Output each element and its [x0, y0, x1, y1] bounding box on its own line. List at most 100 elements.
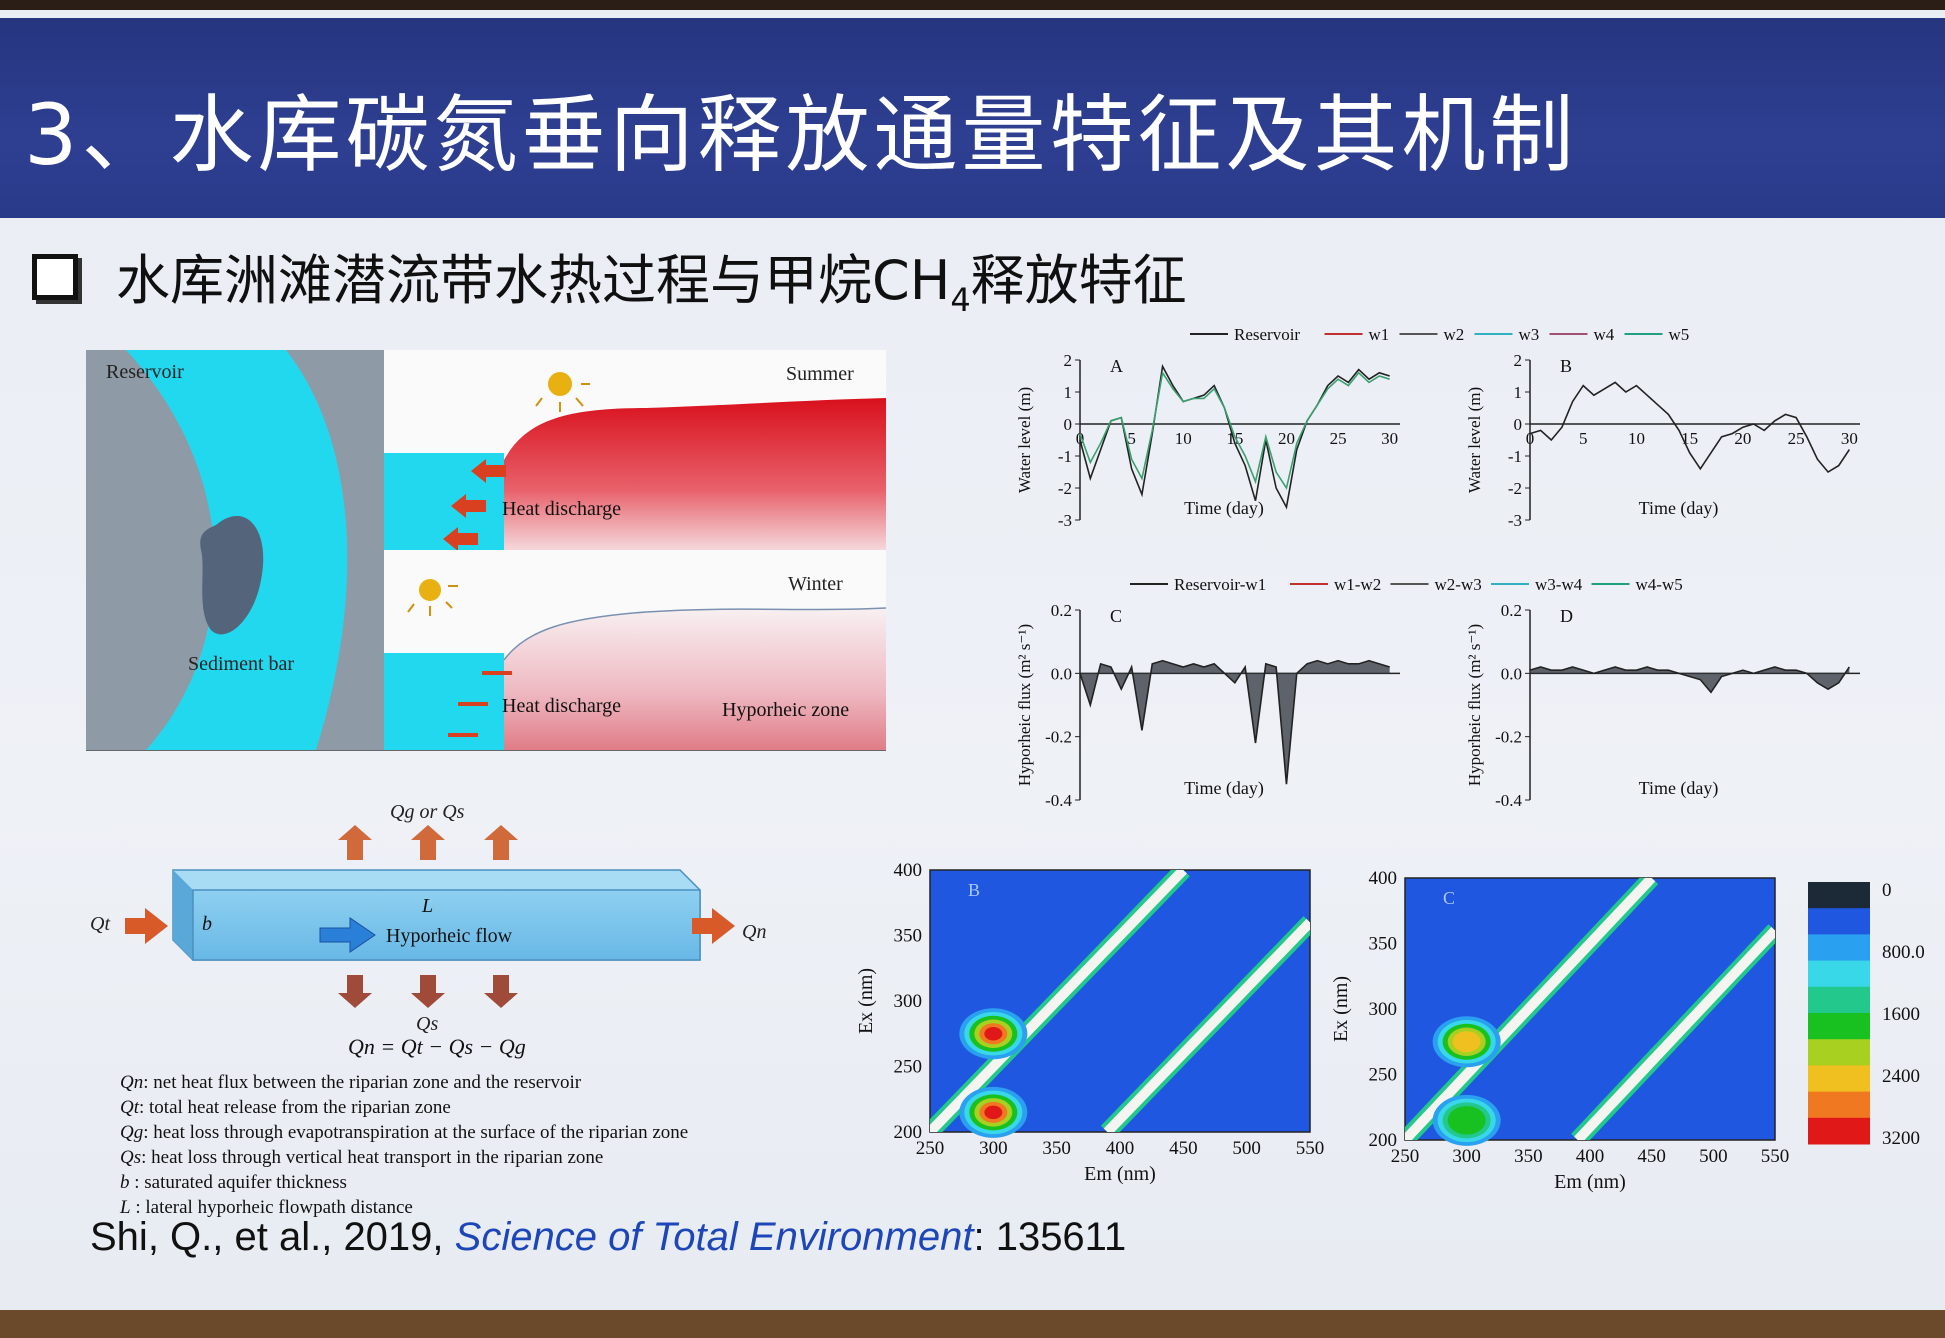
legend-label: w1 [1369, 325, 1390, 344]
slide-title: 3、水库碳氮垂向释放通量特征及其机制 [24, 86, 1578, 184]
legend-row: b : saturated aquifer thickness [120, 1170, 840, 1195]
y-tick-label: -3 [1508, 511, 1522, 530]
winter-sun-icon [419, 579, 441, 601]
x-tick-label: 350 [1514, 1146, 1543, 1167]
x-tick-label: 30 [1381, 429, 1398, 448]
legend-symbol: Qt [120, 1097, 139, 1118]
x-tick-label: 400 [1106, 1138, 1135, 1159]
x-axis-label: Em (nm) [1554, 1171, 1626, 1193]
x-tick-label: 20 [1734, 429, 1751, 448]
y-tick-label: -0.4 [1045, 791, 1072, 810]
y-tick-label: 0.2 [1501, 601, 1522, 620]
peak-contour-0 [984, 1027, 1003, 1041]
x-tick-label: 10 [1175, 429, 1192, 448]
x-tick-label: 20 [1278, 429, 1295, 448]
y-tick-label: 400 [1369, 868, 1398, 889]
x-tick-label: 450 [1637, 1146, 1666, 1167]
legend-label: w5 [1669, 325, 1690, 344]
legend-label: w2 [1444, 325, 1465, 344]
legend-row: Qt: total heat release from the riparian… [120, 1095, 840, 1120]
legend-symbol: L [120, 1197, 131, 1218]
hyporheic-flow-arrow [319, 917, 376, 953]
summer-heat-zone [504, 398, 886, 550]
citation-number: : 135611 [973, 1215, 1127, 1259]
colorbar-tick-label: 0 [1882, 880, 1892, 901]
title-bar: 3、水库碳氮垂向释放通量特征及其机制 [0, 18, 1945, 218]
panel-letter: B [1560, 356, 1572, 376]
y-tick-label: 350 [1369, 934, 1398, 955]
riparian-schematic: Reservoir Sediment bar Summer Heat disch… [86, 350, 886, 751]
qn-arrow [692, 908, 735, 944]
legend-text: : net heat flux between the riparian zon… [143, 1072, 582, 1093]
x-axis-label: Time (day) [1184, 498, 1264, 519]
colorbar-segment [1808, 934, 1870, 962]
screen-bottom-edge [0, 1310, 1945, 1338]
x-tick-label: 450 [1169, 1138, 1198, 1159]
y-tick-label: 0 [1514, 415, 1523, 434]
x-axis-label: Time (day) [1639, 498, 1719, 519]
colorbar-segment [1808, 1065, 1870, 1093]
x-tick-label: 300 [979, 1138, 1008, 1159]
y-tick-label: -0.4 [1495, 791, 1522, 810]
citation-authors: Shi, Q., et al., 2019, [90, 1215, 455, 1259]
y-axis-label: Hyporheic flux (m² s⁻¹) [1465, 624, 1484, 786]
y-tick-label: 0 [1064, 415, 1073, 434]
legend-label: w4-w5 [1636, 575, 1683, 594]
subtitle-tail: 释放特征 [970, 248, 1187, 312]
colorbar-tick-label: 3200 [1882, 1128, 1920, 1149]
qg-or-qs-label: Qg or Qs [390, 801, 465, 823]
colorbar-segment [1808, 882, 1870, 909]
series-line-Reservoir [1529, 381, 1851, 474]
legend-row: Qg: heat loss through evapotranspiration… [120, 1120, 840, 1145]
y-tick-label: 1 [1514, 383, 1523, 402]
legend-symbol: Qn [120, 1072, 144, 1093]
y-tick-label: -0.2 [1045, 728, 1072, 747]
colorbar-segment [1808, 1091, 1870, 1119]
subtitle-subscript: 4 [950, 280, 971, 319]
y-tick-label: 300 [1369, 999, 1398, 1020]
down-arrows [338, 975, 518, 1008]
legend-label: w1-w2 [1334, 575, 1381, 594]
y-tick-label: 200 [1369, 1130, 1398, 1151]
x-tick-label: 25 [1788, 429, 1805, 448]
sediment-bar-shape [200, 516, 264, 635]
second-order-band-inner [1103, 918, 1310, 1132]
panel-letter: C [1110, 606, 1122, 626]
sediment-bar-label: Sediment bar [188, 653, 294, 675]
x-tick-label: 250 [916, 1138, 945, 1159]
water-level-legend: Reservoir w1 w2 w3 w4 w5 [1190, 325, 1689, 344]
x-axis-label: Time (day) [1639, 778, 1719, 799]
y-tick-label: 250 [894, 1057, 923, 1078]
series-area-Reservoir-w1 [1080, 660, 1390, 785]
legend-label: Reservoir [1234, 325, 1300, 344]
colorbar-segment [1808, 960, 1870, 988]
legend-text: : heat loss through vertical heat transp… [141, 1147, 604, 1168]
x-tick-label: 550 [1296, 1138, 1325, 1159]
slide: 3、水库碳氮垂向释放通量特征及其机制 水库洲滩潜流带水热过程与甲烷CH4释放特征… [0, 10, 1945, 1328]
x-tick-label: 15 [1226, 429, 1243, 448]
x-tick-label: 5 [1579, 429, 1588, 448]
y-tick-label: 0.2 [1051, 601, 1072, 620]
x-tick-label: 0 [1526, 429, 1535, 448]
colorbar-segment [1808, 908, 1870, 935]
reservoir-label: Reservoir [106, 361, 184, 383]
line-chart-C: 0.2 0.0 -0.2 -0.4 C Time (day) Hyporheic flux … [1015, 601, 1400, 810]
x-tick-label: 25 [1330, 429, 1347, 448]
y-tick-label: -1 [1508, 447, 1522, 466]
winter-heat-arrows [448, 671, 512, 737]
panel-letter: A [1110, 356, 1123, 376]
winter-heat-zone [504, 608, 886, 750]
legend-text: : lateral hyporheic flowpath distance [130, 1197, 413, 1218]
line-chart-D: 0.2 0.0 -0.2 -0.4 D Time (day) Hyporheic flux … [1465, 601, 1860, 810]
up-arrows [338, 825, 518, 860]
colorbar: 0 800.0 1600 2400 3200 [1808, 880, 1925, 1149]
x-tick-label: 30 [1841, 429, 1858, 448]
colorbar-segment [1808, 986, 1870, 1014]
legend-label: w2-w3 [1435, 575, 1482, 594]
y-tick-label: 350 [894, 926, 923, 947]
panel-letter: D [1560, 606, 1573, 626]
heat-discharge-label-1: Heat discharge [502, 498, 621, 520]
winter-sun-rays [407, 585, 458, 616]
peak-contour-0 [1452, 1031, 1481, 1053]
